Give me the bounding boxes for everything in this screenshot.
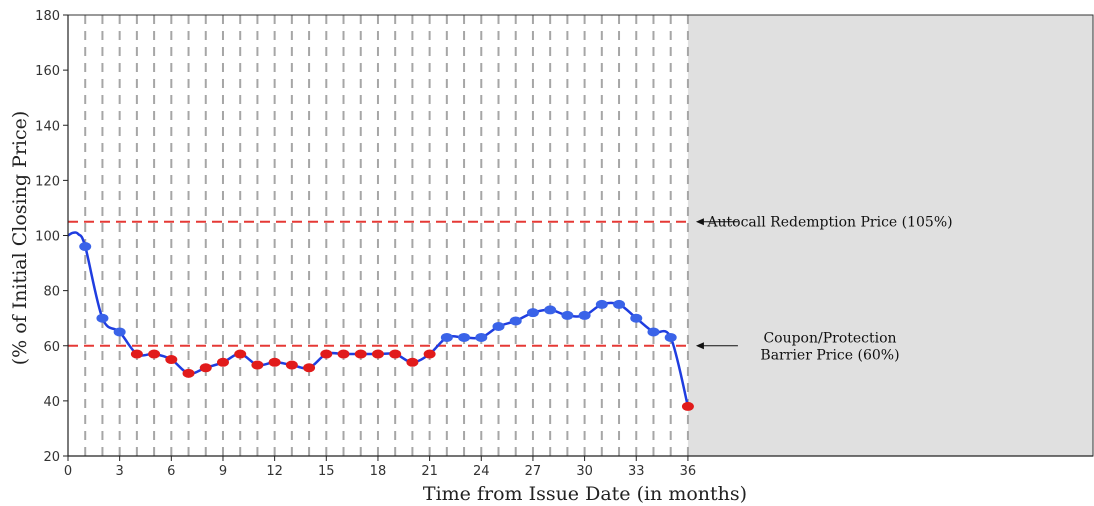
observation-marker — [285, 360, 298, 370]
x-tick-label: 9 — [219, 464, 227, 479]
observation-marker — [182, 368, 195, 378]
vertical-gridlines — [84, 15, 689, 456]
x-tick-label: 24 — [473, 464, 490, 479]
x-tick-label: 21 — [421, 464, 438, 479]
x-tick-label: 27 — [525, 464, 542, 479]
y-tick-label: 20 — [43, 450, 60, 465]
observation-marker — [406, 357, 419, 367]
x-tick-label: 12 — [266, 464, 283, 479]
annotations: Autocall Redemption Price (105%) Coupon/P… — [695, 215, 953, 363]
observation-marker — [320, 349, 333, 359]
observation-marker — [681, 401, 694, 411]
post-maturity-shade — [687, 15, 1093, 456]
x-tick-labels: 0 3 6 9 12 15 18 21 24 27 30 33 36 — [64, 464, 696, 479]
x-tick-label: 18 — [370, 464, 387, 479]
shaded-region-layer — [687, 15, 1093, 456]
observation-marker — [79, 242, 92, 252]
observation-marker — [371, 349, 384, 359]
observation-marker — [458, 332, 471, 342]
x-tick-label: 30 — [576, 464, 593, 479]
observation-marker — [630, 313, 643, 323]
observation-marker — [216, 357, 229, 367]
y-tick-label: 40 — [43, 395, 60, 410]
axes — [63, 14, 1094, 461]
x-tick-label: 15 — [318, 464, 335, 479]
observation-marker — [509, 316, 522, 326]
y-axis-title: (% of Initial Closing Price) — [9, 111, 31, 366]
arrow-head-icon — [695, 342, 704, 350]
observation-marker — [440, 332, 453, 342]
y-tick-label: 80 — [43, 285, 60, 300]
observation-marker — [613, 299, 626, 309]
observation-marker — [475, 332, 488, 342]
observation-marker — [354, 349, 367, 359]
x-tick-label: 33 — [628, 464, 645, 479]
observation-marker — [561, 310, 574, 320]
observation-marker — [113, 327, 126, 337]
observation-marker — [96, 313, 109, 323]
y-tick-label: 120 — [35, 174, 60, 189]
reference-label: Autocall Redemption Price (105%) — [706, 215, 952, 231]
observation-marker — [544, 305, 557, 315]
observation-marker — [492, 321, 505, 331]
observation-marker — [526, 308, 539, 318]
y-tick-label: 60 — [43, 340, 60, 355]
observation-marker — [130, 349, 143, 359]
observation-marker — [199, 363, 212, 373]
arrow-head-icon — [695, 218, 704, 226]
observation-marker — [251, 360, 264, 370]
observation-marker — [337, 349, 350, 359]
observation-marker — [578, 310, 591, 320]
x-tick-label: 36 — [680, 464, 697, 479]
y-tick-label: 100 — [35, 230, 60, 245]
y-tick-label: 180 — [35, 9, 60, 24]
observation-marker — [165, 355, 178, 365]
x-tick-label: 6 — [167, 464, 175, 479]
x-axis-title: Time from Issue Date (in months) — [423, 483, 747, 505]
observation-marker — [148, 349, 161, 359]
y-tick-label: 160 — [35, 64, 60, 79]
observation-marker — [664, 332, 677, 342]
y-tick-labels: 20 40 60 80 100 120 140 160 180 — [35, 9, 60, 465]
reference-label: Coupon/Protection — [763, 330, 896, 346]
reference-label: Barrier Price (60%) — [760, 347, 899, 363]
observation-marker — [303, 363, 316, 373]
x-tick-label: 3 — [116, 464, 124, 479]
observation-marker — [389, 349, 402, 359]
observation-marker — [268, 357, 281, 367]
x-tick-label: 0 — [64, 464, 72, 479]
observation-marker — [647, 327, 660, 337]
observation-marker — [423, 349, 436, 359]
observation-marker — [234, 349, 247, 359]
reference-lines — [68, 220, 688, 347]
observation-marker — [595, 299, 608, 309]
y-tick-label: 140 — [35, 119, 60, 134]
observation-markers — [79, 242, 694, 411]
